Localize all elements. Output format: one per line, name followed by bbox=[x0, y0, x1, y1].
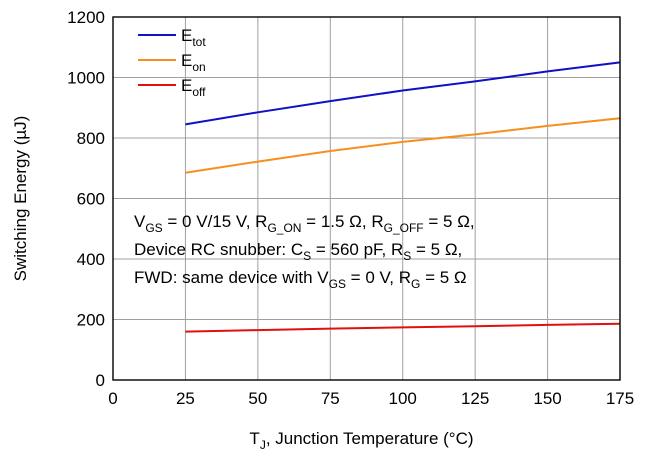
x-tick-labels: 0 25 50 75 100 125 150 175 bbox=[108, 389, 634, 408]
series-line-etot bbox=[185, 61, 621, 126]
y-tick-labels: 0 200 400 600 800 1000 1200 bbox=[67, 8, 105, 390]
y-tick-label: 600 bbox=[77, 190, 105, 209]
legend-label: Etot bbox=[181, 26, 206, 49]
legend-label: Eoff bbox=[181, 76, 206, 99]
y-tick-label: 400 bbox=[77, 250, 105, 269]
annotation-line: FWD: same device with VGS = 0 V, RG = 5 … bbox=[134, 268, 467, 291]
y-axis-title: Switching Energy (µJ) bbox=[11, 116, 30, 282]
y-tick-label: 1200 bbox=[67, 8, 105, 27]
series-line-eon bbox=[185, 117, 621, 174]
gridlines bbox=[113, 17, 620, 380]
x-tick-label: 75 bbox=[321, 389, 340, 408]
series-line-eoff bbox=[185, 322, 621, 333]
x-tick-label: 150 bbox=[533, 389, 561, 408]
x-tick-label: 50 bbox=[248, 389, 267, 408]
annotation-line: Device RC snubber: CS = 560 pF, RS = 5 Ω… bbox=[134, 240, 462, 263]
test-conditions-annotation: VGS = 0 V/15 V, RG_ON = 1.5 Ω, RG_OFF = … bbox=[134, 212, 475, 291]
annotation-line: VGS = 0 V/15 V, RG_ON = 1.5 Ω, RG_OFF = … bbox=[134, 212, 475, 235]
y-tick-label: 1000 bbox=[67, 69, 105, 88]
x-tick-label: 0 bbox=[108, 389, 117, 408]
plot-frame bbox=[112, 16, 621, 381]
y-tick-label: 800 bbox=[77, 129, 105, 148]
x-axis-title: TJ, Junction Temperature (°C) bbox=[249, 429, 473, 452]
legend-label: Eon bbox=[181, 51, 206, 74]
x-tick-label: 25 bbox=[176, 389, 195, 408]
y-tick-label: 200 bbox=[77, 311, 105, 330]
series-lines bbox=[185, 61, 621, 333]
x-tick-label: 100 bbox=[389, 389, 417, 408]
x-tick-label: 175 bbox=[606, 389, 634, 408]
x-tick-label: 125 bbox=[461, 389, 489, 408]
y-tick-label: 0 bbox=[96, 371, 105, 390]
